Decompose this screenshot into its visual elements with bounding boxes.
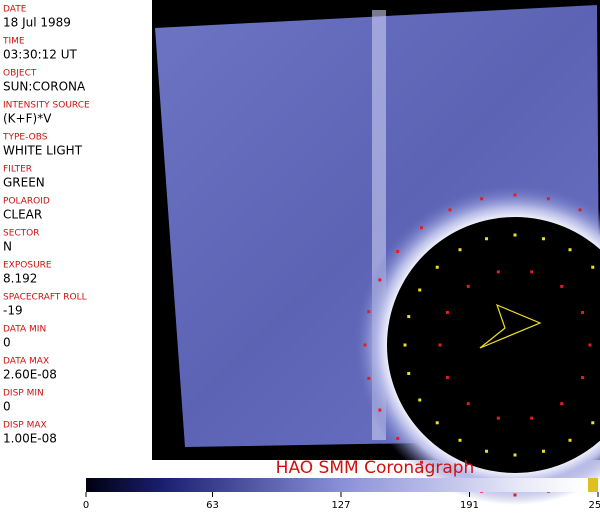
field-value: CLEAR [3, 208, 42, 222]
marker [407, 315, 410, 318]
marker [591, 266, 594, 269]
marker [569, 248, 572, 251]
marker [579, 208, 582, 211]
marker [448, 208, 451, 211]
field-value: 2.60E-08 [3, 368, 57, 382]
field-value: 0 [3, 400, 11, 414]
field-label: TIME [2, 37, 25, 47]
marker [364, 344, 367, 347]
marker [542, 450, 545, 453]
marker [418, 399, 421, 402]
field-value: 8.192 [3, 272, 37, 286]
marker [420, 226, 423, 229]
marker [404, 344, 407, 347]
field-value: 03:30:12 UT [3, 48, 77, 62]
tick-label: 0 [83, 500, 89, 511]
marker [589, 344, 592, 347]
field-label: DATE [3, 5, 27, 15]
field-label: SPACECRAFT ROLL [3, 293, 87, 303]
field-label: FILTER [3, 165, 32, 175]
field-value: 0 [3, 336, 11, 350]
marker [446, 376, 449, 379]
marker [467, 285, 470, 288]
marker [560, 402, 563, 405]
marker [459, 248, 462, 251]
marker [591, 421, 594, 424]
field-value: SUN:CORONA [3, 80, 86, 94]
marker [418, 289, 421, 292]
field-value: GREEN [3, 176, 45, 190]
marker [514, 234, 517, 237]
marker [547, 197, 550, 200]
field-label: DATA MIN [3, 325, 46, 335]
colorbar [86, 478, 598, 492]
marker [485, 237, 488, 240]
marker [378, 409, 381, 412]
marker [446, 311, 449, 314]
field-label: OBJECT [3, 69, 37, 79]
field-value: -19 [3, 304, 23, 318]
marker [436, 421, 439, 424]
field-value: 1.00E-08 [3, 432, 57, 446]
marker [459, 439, 462, 442]
marker [560, 285, 563, 288]
field-label: DISP MAX [3, 421, 47, 431]
marker [396, 250, 399, 253]
marker [530, 270, 533, 273]
marker [367, 377, 370, 380]
marker [480, 197, 483, 200]
marker [436, 266, 439, 269]
marker [396, 437, 399, 440]
marker [467, 402, 470, 405]
marker [497, 417, 500, 420]
field-label: DATA MAX [3, 357, 49, 367]
field-label: INTENSITY SOURCE [3, 101, 90, 111]
field-label: SECTOR [3, 229, 40, 239]
marker [530, 417, 533, 420]
marker [367, 310, 370, 313]
marker [581, 311, 584, 314]
field-label: POLAROID [3, 197, 50, 207]
marker [542, 237, 545, 240]
marker [514, 194, 517, 197]
field-label: TYPE-OBS [2, 133, 48, 143]
colorbar-end [588, 478, 598, 492]
field-label: EXPOSURE [3, 261, 52, 271]
marker [497, 270, 500, 273]
marker [439, 344, 442, 347]
tick-label: 63 [206, 500, 219, 511]
marker [514, 454, 517, 457]
field-value: 18 Jul 1989 [3, 16, 71, 30]
tick-label: 191 [460, 500, 479, 511]
tick-label: 255 [588, 500, 600, 511]
tick-label: 127 [331, 500, 350, 511]
field-value: (K+F)*V [3, 112, 52, 126]
marker [378, 278, 381, 281]
marker [514, 494, 517, 497]
title: HAO SMM Coronagraph [276, 458, 475, 478]
marker [485, 450, 488, 453]
field-value: WHITE LIGHT [3, 144, 83, 158]
marker [569, 439, 572, 442]
marker [581, 376, 584, 379]
field-label: DISP MIN [3, 389, 44, 399]
marker [407, 372, 410, 375]
field-value: N [3, 240, 12, 254]
